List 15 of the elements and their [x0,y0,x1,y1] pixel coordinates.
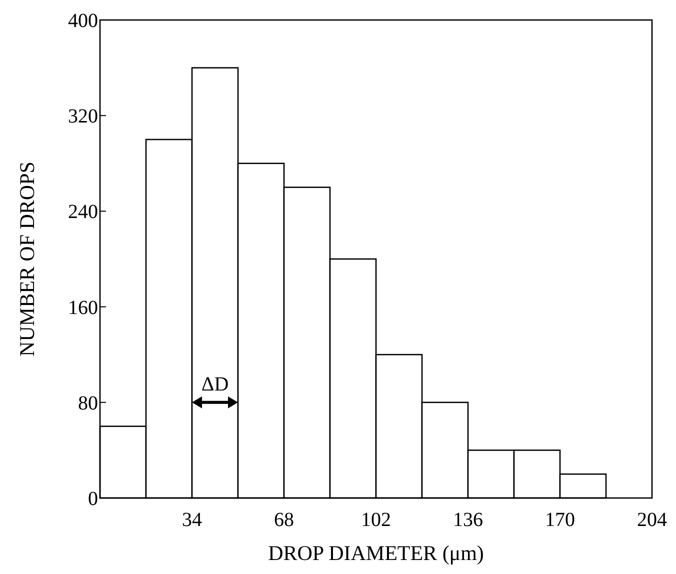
y-tick-label: 80 [78,392,98,414]
x-tick-label: 170 [545,509,575,531]
y-tick-label: 320 [68,106,98,128]
x-tick-label: 136 [453,509,483,531]
y-tick-label: 0 [88,488,98,510]
x-tick-label: 34 [182,509,202,531]
annotation: ΔD [201,373,229,396]
x-tick-label: 102 [361,509,391,531]
y-axis-title: NUMBER OF DROPS [15,162,39,356]
x-tick-label: 68 [274,509,294,531]
y-tick-label: 400 [68,10,98,32]
x-axis-title: DROP DIAMETER (μm) [268,541,484,565]
y-tick-label: 240 [68,201,98,224]
x-tick-label: 204 [637,509,667,531]
y-tick-label: 160 [68,296,98,319]
